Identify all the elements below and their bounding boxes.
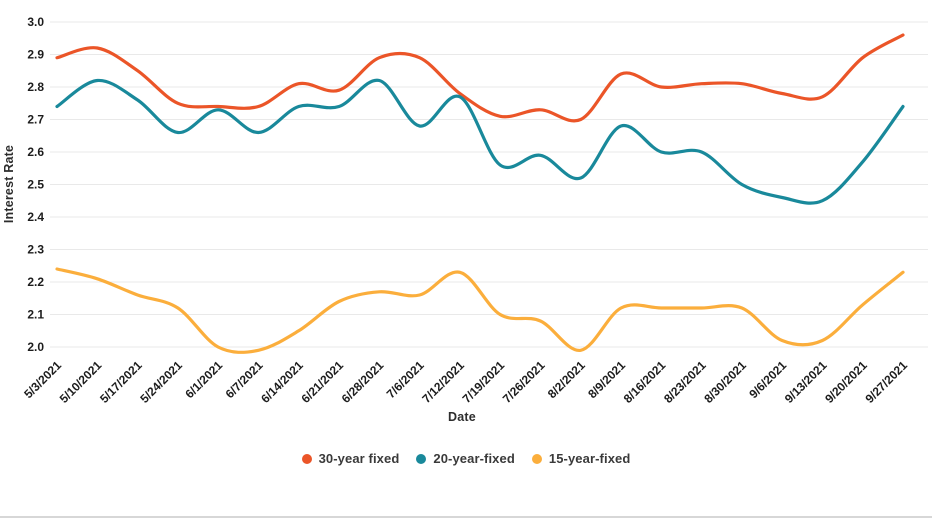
interest-rate-line-chart: 3.0 2.9 2.8 2.7 2.6 2.5 2.4 2.3 2.2 2.1 2.0 5/3/20…: [2, 15, 928, 424]
x-tick-label: 5/24/2021: [137, 358, 185, 406]
series-line-15-year-fixed: [55, 267, 905, 354]
x-tick-label: 6/21/2021: [298, 358, 346, 406]
y-tick-label: 2.8: [27, 80, 44, 94]
legend-label: 15-year-fixed: [548, 451, 631, 466]
legend-item-20-year-fixed[interactable]: 20-year-fixed: [416, 451, 515, 466]
x-tick-label: 6/28/2021: [339, 358, 387, 406]
x-tick-label: 7/26/2021: [500, 358, 548, 406]
y-axis-tick-labels: 3.0 2.9 2.8 2.7 2.6 2.5 2.4 2.3 2.2 2.1 2.0: [27, 15, 44, 354]
bottom-divider: [0, 516, 932, 518]
x-tick-label: 8/30/2021: [701, 358, 749, 406]
y-tick-label: 2.5: [27, 178, 44, 192]
x-tick-label: 8/23/2021: [661, 358, 709, 406]
legend-item-30-year-fixed[interactable]: 30-year fixed: [301, 451, 400, 466]
series-line-20-year-fixed: [55, 78, 905, 205]
x-axis-title: Date: [448, 410, 476, 424]
y-tick-label: 2.2: [27, 275, 44, 289]
gridlines: [50, 21, 928, 348]
y-tick-label: 2.1: [27, 308, 44, 322]
x-tick-label: 8/16/2021: [621, 358, 669, 406]
x-tick-label: 9/27/2021: [862, 358, 910, 406]
y-tick-label: 2.9: [27, 48, 44, 62]
legend-dot: [416, 453, 427, 464]
y-tick-label: 3.0: [27, 15, 44, 29]
x-tick-label: 9/20/2021: [822, 358, 870, 406]
y-axis-title: Interest Rate: [2, 145, 16, 223]
y-tick-label: 2.6: [27, 145, 44, 159]
legend-label: 20-year-fixed: [433, 451, 515, 466]
x-tick-label: 7/19/2021: [460, 358, 508, 406]
y-tick-label: 2.4: [27, 210, 44, 224]
legend-dot: [531, 453, 542, 464]
legend-label: 30-year fixed: [318, 451, 400, 466]
x-tick-label: 6/1/2021: [182, 358, 225, 401]
y-tick-label: 2.7: [27, 113, 44, 127]
x-tick-label: 6/14/2021: [258, 358, 306, 406]
x-tick-label: 7/12/2021: [419, 358, 467, 406]
y-tick-label: 2.0: [27, 340, 44, 354]
legend-dot: [301, 453, 312, 464]
y-tick-label: 2.3: [27, 243, 44, 257]
chart-legend: 30-year fixed 20-year-fixed 15-year-fixed: [0, 451, 932, 466]
series-line-30-year-fixed: [55, 33, 905, 123]
x-tick-label: 5/17/2021: [97, 358, 145, 406]
series-lines: [55, 33, 905, 354]
x-axis-tick-labels: 5/3/20215/10/20215/17/20215/24/20216/1/2…: [21, 358, 910, 406]
x-tick-label: 8/2/2021: [545, 358, 588, 401]
x-tick-label: 5/10/2021: [57, 358, 105, 406]
x-tick-label: 9/13/2021: [782, 358, 830, 406]
legend-item-15-year-fixed[interactable]: 15-year-fixed: [531, 451, 631, 466]
